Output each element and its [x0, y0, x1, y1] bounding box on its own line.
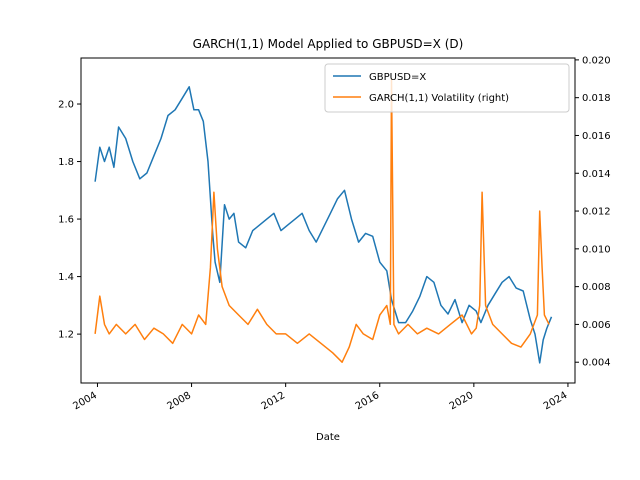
y-tick-label-right: 0.006 — [582, 320, 611, 331]
x-axis: 2004 2008 2012 2016 2020 2024 — [71, 383, 569, 412]
y-tick-label-right: 0.008 — [582, 282, 611, 293]
y-tick-label-left: 1.6 — [58, 215, 74, 226]
chart-title: GARCH(1,1) Model Applied to GBPUSD=X (D) — [193, 37, 464, 51]
y-axis-left: 1.2 1.4 1.6 1.8 2.0 — [58, 100, 81, 341]
legend-label-2: GARCH(1,1) Volatility (right) — [369, 93, 509, 104]
series-line-1 — [94, 86, 553, 364]
y-tick-label-left: 1.4 — [58, 272, 74, 283]
legend: GBPUSD=X GARCH(1,1) Volatility (right) — [324, 63, 570, 113]
y-tick-label-right: 0.016 — [582, 131, 611, 142]
plot-frame — [80, 57, 576, 384]
legend-box — [324, 63, 570, 113]
plot-lines — [94, 78, 553, 364]
y-tick-label-left: 1.8 — [58, 157, 74, 168]
y-tick-label-left: 1.2 — [58, 330, 74, 341]
y-tick-label-right: 0.018 — [582, 93, 611, 104]
y-tick-label-right: 0.014 — [582, 169, 611, 180]
x-axis-label: Date — [316, 432, 340, 443]
series-line-2 — [94, 78, 550, 363]
y-tick-label-left: 2.0 — [58, 100, 74, 111]
y-tick-label-right: 0.004 — [582, 358, 611, 369]
y-tick-label-right: 0.010 — [582, 244, 611, 255]
y-tick-label-right: 0.012 — [582, 207, 611, 218]
y-axis-right: 0.004 0.006 0.008 0.010 0.012 0.014 0.016 0.018… — [575, 55, 611, 369]
legend-label-1: GBPUSD=X — [369, 72, 426, 83]
y-tick-label-right: 0.020 — [582, 55, 611, 66]
